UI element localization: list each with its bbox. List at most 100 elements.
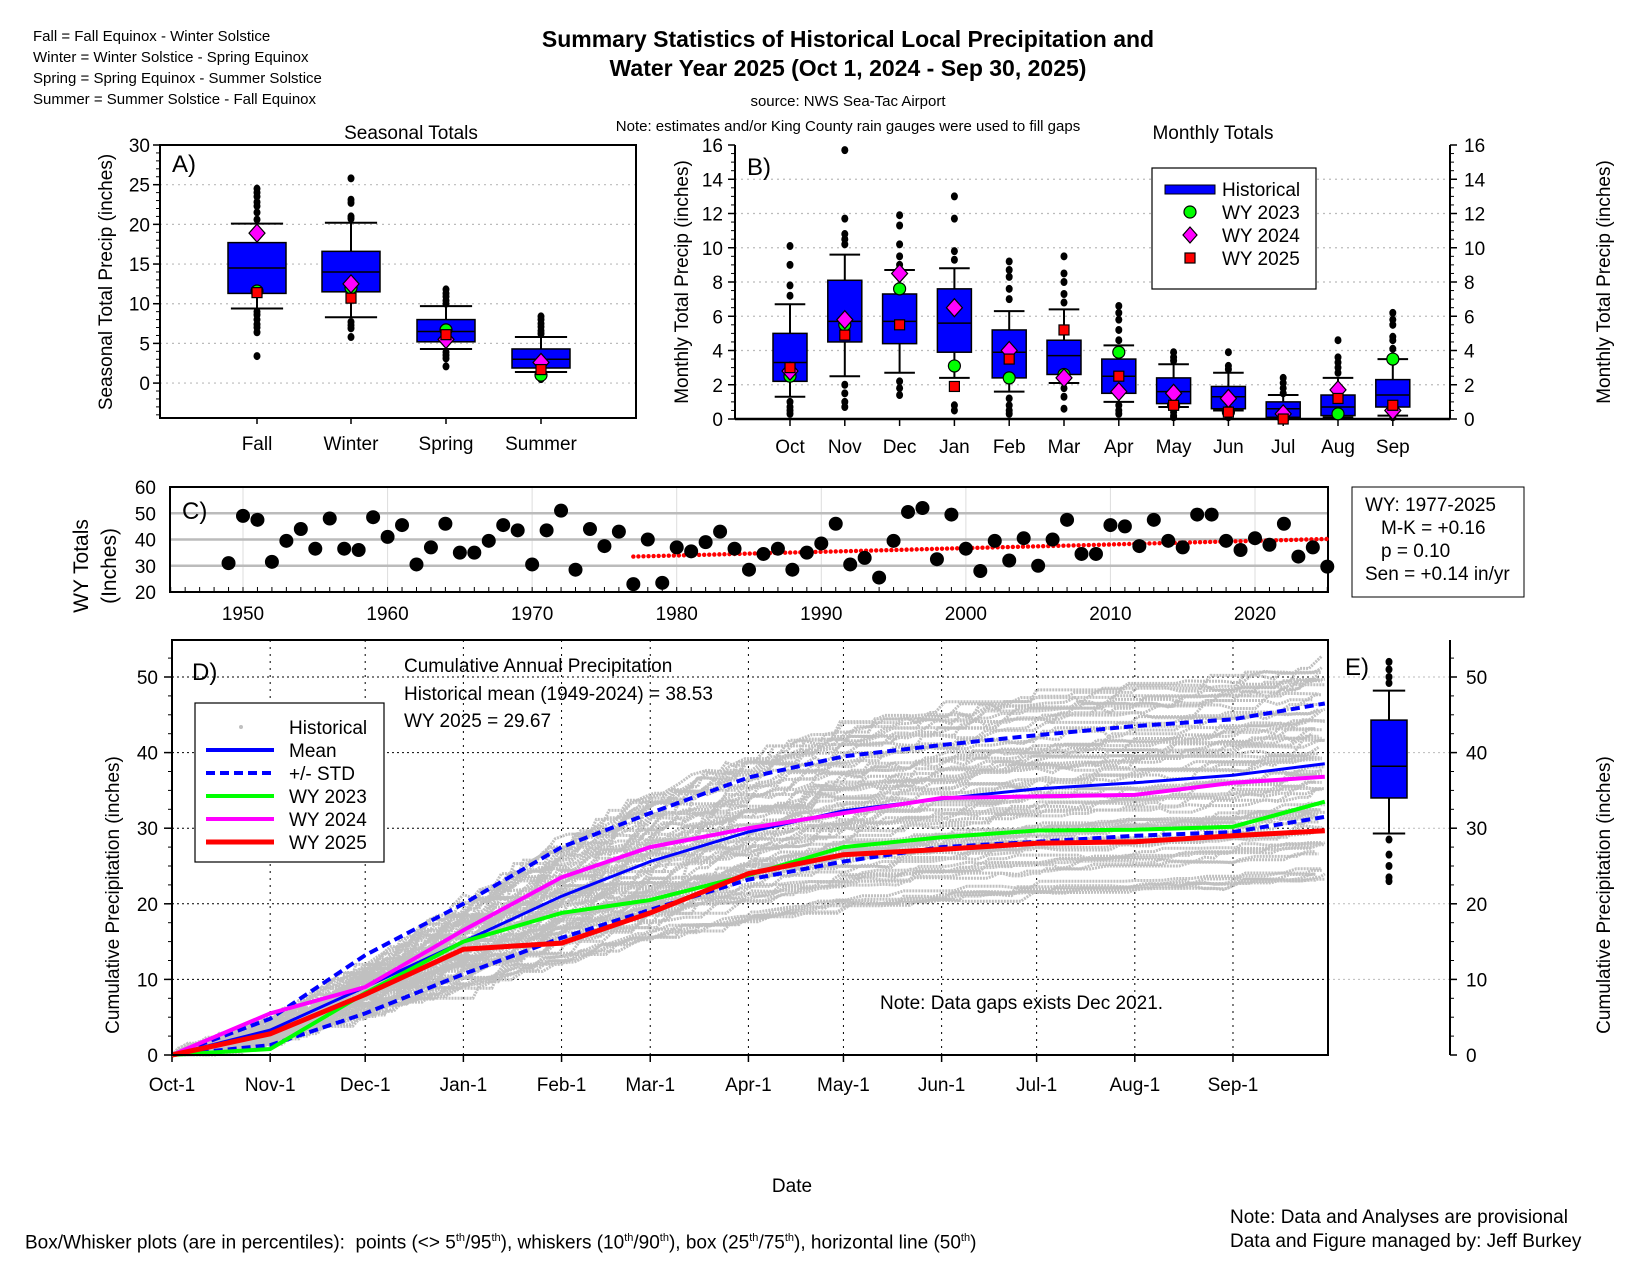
wy-total-point (423, 540, 438, 555)
y-tick-label: 2 (712, 376, 723, 397)
trend-dot (874, 548, 879, 553)
y-tick-label-right: 2 (1464, 376, 1475, 397)
season-marker-wy-2025 (251, 287, 263, 299)
trend-dot (980, 545, 985, 550)
outlier-point (1170, 348, 1178, 357)
wy-total-point (452, 545, 467, 560)
x-tick-label: Apr (1104, 437, 1134, 458)
wy-total-point (684, 544, 699, 559)
historical-curve (171, 808, 1322, 1057)
wy-total-point (582, 522, 597, 536)
trend-dot (813, 549, 818, 555)
wy-total-point (1305, 540, 1320, 555)
y-tick-label-right: 20 (1466, 895, 1487, 916)
wy-total-point (351, 543, 366, 557)
y-tick-label: 10 (702, 239, 723, 260)
x-tick-label: Nov (828, 437, 862, 458)
x-tick-label: May (1156, 437, 1192, 458)
wy-total-point (669, 540, 684, 555)
wy-total-point (1031, 558, 1046, 573)
x-tick-label: Feb (993, 437, 1026, 458)
legend-label: +/- STD (289, 764, 355, 785)
panel-a-frame (159, 144, 637, 419)
legend-label: Mean (289, 741, 337, 762)
month-marker-wy-2025 (948, 380, 961, 393)
annual-total-box (1370, 657, 1408, 886)
wy-total-point (496, 518, 511, 533)
outlier-point (1385, 665, 1393, 674)
y-tick-label: 20 (135, 583, 156, 604)
trend-dot (1319, 536, 1324, 542)
footer-text: th (784, 1232, 795, 1244)
trend-dot (661, 553, 666, 558)
month-marker-wy-2023 (1002, 371, 1016, 385)
x-tick-label: Dec-1 (340, 1075, 391, 1096)
x-tick-label: Nov-1 (245, 1075, 296, 1096)
trend-dot (1086, 542, 1091, 548)
historical-curve (172, 787, 1325, 1057)
outlier-point (896, 391, 904, 400)
x-tick-label: Oct-1 (149, 1075, 195, 1096)
historical-curve (172, 801, 1322, 1057)
outlier-point (1060, 392, 1068, 401)
outlier-point (1060, 404, 1068, 413)
outlier-point (950, 214, 958, 223)
x-tick-label: Feb-1 (537, 1075, 587, 1096)
trend-dot (838, 549, 844, 554)
outlier-point (347, 333, 355, 342)
month-marker-wy-2024 (1109, 381, 1128, 402)
month-marker-wy-2023 (892, 282, 907, 296)
y-tick-label: 10 (137, 970, 158, 991)
x-tick-label: Jan (939, 437, 970, 458)
x-tick-label: Sep-1 (1208, 1075, 1259, 1096)
outlier-point (537, 312, 545, 321)
wy-total-point (1190, 507, 1205, 522)
outlier-point (1060, 252, 1068, 261)
season-box-fall (227, 184, 287, 361)
wy-total-point (698, 535, 713, 550)
panel-e-ylabel: Cumulative Precipitation (inches) (1594, 756, 1615, 1034)
wy-total-point (1262, 537, 1277, 552)
footer-text: th (491, 1232, 501, 1244)
outlier-point (1060, 298, 1068, 307)
wy-total-point (973, 564, 988, 578)
outlier-point (1385, 862, 1393, 870)
stats-text: Sen = +0.14 in/yr (1365, 564, 1510, 585)
x-tick-label: Mar (1048, 437, 1081, 458)
panel-d-xlabel: Date (772, 1176, 812, 1197)
legend-label: WY 2025 (289, 833, 367, 854)
footer-text: /75 (758, 1232, 785, 1254)
managed-by-note: Data and Figure managed by: Jeff Burkey (1230, 1231, 1582, 1252)
season-marker-wy-2025 (345, 292, 357, 304)
month-box-feb (991, 257, 1027, 418)
wy-total-point (626, 577, 641, 592)
season-definitions: Fall = Fall Equinox - Winter Solstice Wi… (33, 28, 322, 108)
trend-dot (788, 550, 793, 555)
outlier-point (896, 221, 904, 230)
trend-dot (1000, 545, 1005, 550)
month-box-oct (772, 242, 808, 418)
legend-label: WY 2023 (289, 787, 367, 808)
outlier-point (950, 247, 958, 256)
box-whisker-note: Box/Whisker plots (are in percentiles): … (25, 1232, 976, 1254)
wy-total-point (1074, 546, 1089, 561)
y-tick-label: 50 (135, 504, 156, 525)
footer-text: ), box (25 (668, 1232, 750, 1254)
historical-curve (172, 841, 1326, 1057)
wy-total-point (770, 541, 785, 556)
x-tick-label: 1980 (656, 604, 698, 625)
season-def: Winter = Winter Solstice - Spring Equino… (33, 49, 309, 66)
footer-text: th (749, 1232, 759, 1244)
outlier-point (1385, 850, 1393, 859)
trend-dot (1192, 540, 1198, 545)
trend-dot (1066, 543, 1071, 548)
trend-dot (636, 554, 641, 559)
wy-total-point (264, 554, 279, 569)
wy-total-point (525, 557, 540, 572)
outlier-point (950, 406, 958, 415)
trend-dot (1288, 537, 1294, 543)
outlier-point (1005, 284, 1013, 293)
trend-dot (954, 546, 960, 551)
panel-b-title: Monthly Totals (1152, 123, 1273, 144)
